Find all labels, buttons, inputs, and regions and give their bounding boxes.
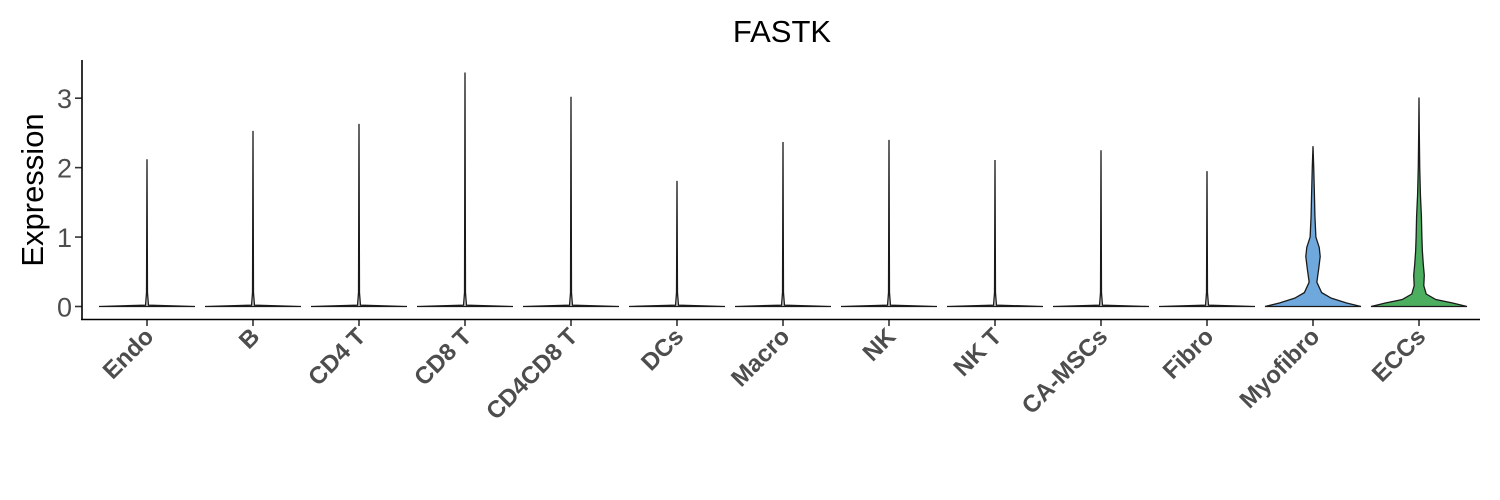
y-tick-label: 0	[57, 293, 72, 323]
chart-title: FASTK	[733, 14, 832, 49]
violin-macro	[734, 141, 832, 308]
violin-ca-mscs	[1052, 150, 1150, 308]
x-tick-label: ECCs	[1367, 323, 1431, 387]
violin-endo	[98, 159, 196, 308]
x-tick-label: CD8 T	[409, 323, 477, 391]
x-tick-label: Fibro	[1158, 323, 1220, 385]
x-tick-label: B	[234, 323, 265, 354]
violin-nk	[840, 139, 938, 308]
y-tick-label: 2	[57, 154, 72, 184]
violin-fibro	[1158, 171, 1256, 308]
violin-myofibro	[1264, 146, 1362, 308]
violin-group	[98, 72, 1468, 308]
x-axis-ticks: Endo B CD4 T CD8 T CD4CD8 T DCs Macro NK NK T CA-…	[98, 320, 1431, 425]
y-axis-ticks: 0 1 2 3	[57, 84, 82, 323]
y-axis-label: Expression	[15, 113, 50, 266]
x-tick-label: Endo	[98, 323, 160, 385]
violin-nk-t	[946, 159, 1044, 308]
x-tick-label: CD4 T	[303, 323, 371, 391]
violin-cd4cd8-t	[522, 96, 620, 308]
x-tick-label: Myofibro	[1235, 323, 1326, 414]
violin-cd8-t	[416, 72, 514, 308]
y-tick-label: 3	[57, 84, 72, 114]
x-tick-label: DCs	[636, 323, 689, 376]
y-tick-label: 1	[57, 223, 72, 253]
violin-eccs	[1370, 97, 1468, 308]
violin-dcs	[628, 180, 726, 308]
violin-b	[204, 130, 302, 308]
x-tick-label: Macro	[726, 323, 795, 392]
x-tick-label: NK T	[949, 323, 1008, 382]
x-tick-label: CA-MSCs	[1017, 323, 1113, 419]
violin-cd4-t	[310, 123, 408, 308]
x-tick-label: CD4CD8 T	[481, 323, 583, 425]
x-tick-label: NK	[858, 323, 902, 367]
